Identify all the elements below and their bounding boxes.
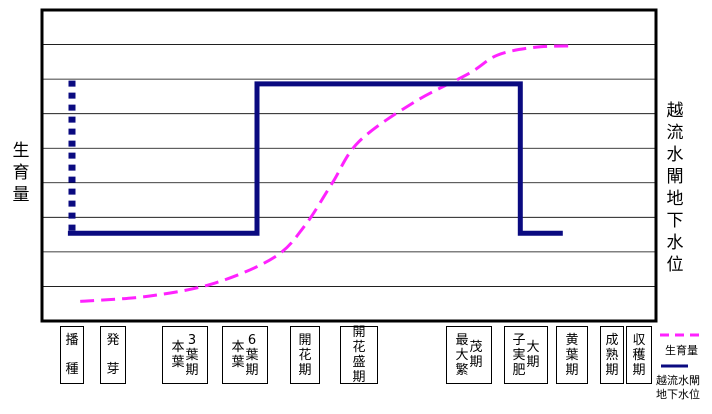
stage-box-maturity: 成熟期 [600,326,624,384]
stage-box-grain-fill: 大期子実肥 [504,326,548,384]
stage-label-full-bloom-col0: 開花盛期 [352,325,366,385]
stage-box-harvest: 収穫期 [626,326,652,384]
stage-label-maturity-col0: 成熟期 [605,332,619,378]
stage-label-germination-col0: 発 [106,333,120,349]
plot-frame [40,8,658,323]
legend-label-growth: 生育量 [665,344,698,357]
stage-box-germination: 発芽 [100,326,126,384]
stage-box-full-bloom: 開花盛期 [340,325,378,385]
stage-label-max-growth-col0: 茂期 [469,340,483,370]
legend-label-water: 越流水閘 地下水位 [656,374,700,402]
stage-box-flowering-start: 開花期 [290,326,320,384]
legend-label-water-line1: 越流水閘 [656,374,700,387]
stage-label-sowing-col0: 播 [65,333,79,349]
legend-marks [660,333,705,368]
stage-label-grain-fill-col1: 子実肥 [512,332,526,378]
series-line-water-level [67,81,563,236]
stage-label-leaf6-col1: 本葉 [231,340,245,370]
series-group [67,44,573,303]
stage-label-harvest-col0: 収穫期 [632,332,646,378]
grid-lines [42,44,656,287]
stage-label-yellow-leaf-col0: 黄葉期 [565,332,579,378]
y-axis-label-right: 越流水閘地下水位 [666,101,684,275]
stage-box-max-growth: 茂期最大繁 [446,326,492,384]
stage-box-sowing: 播種 [60,326,84,384]
stage-label-max-growth-col1: 最大繁 [455,332,469,378]
series-line-growth [80,44,573,303]
stage-label-sowing-col1: 種 [65,361,79,377]
stage-label-flowering-start-col0: 開花期 [298,332,312,378]
stage-label-leaf3-col1: 本葉 [171,340,185,370]
stage-box-yellow-leaf: 黄葉期 [556,326,588,384]
stage-label-germination-col1: 芽 [106,361,120,377]
stage-label-grain-fill-col0: 大期 [526,340,540,370]
legend-label-water-line2: 地下水位 [656,388,700,401]
y-axis-label-left: 生育量 [12,141,30,205]
